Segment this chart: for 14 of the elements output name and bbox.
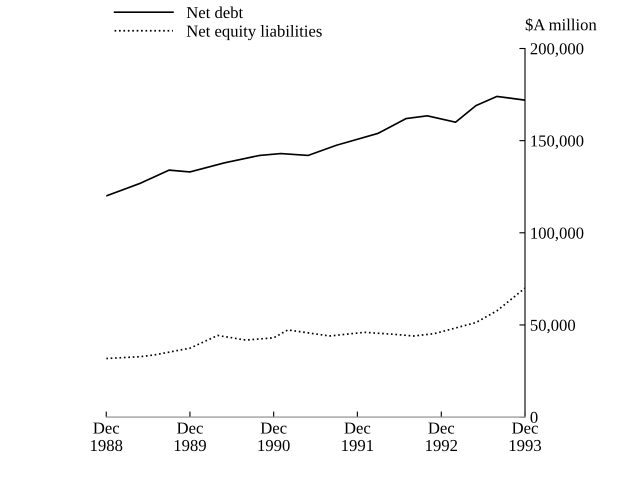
- x-tick-label: Dec 1991: [342, 422, 374, 452]
- y-tick-label: 200,000: [530, 43, 584, 57]
- legend-label: Net debt: [186, 6, 244, 18]
- x-tick-label: Dec 1990: [258, 422, 290, 452]
- x-tick-label: Dec 1992: [426, 422, 458, 452]
- x-tick-label: Dec 1993: [510, 422, 542, 452]
- y-tick-label: 0: [530, 412, 538, 424]
- legend-label: Net equity liabilities: [186, 25, 322, 40]
- x-tick-label: Dec 1989: [174, 422, 206, 452]
- y-axis-title: $A million: [526, 18, 597, 32]
- y-tick-label: 50,000: [530, 320, 576, 334]
- y-tick-label: 150,000: [531, 135, 584, 149]
- y-tick-label: 100,000: [531, 228, 584, 242]
- x-tick-label: Dec 1988: [91, 422, 122, 452]
